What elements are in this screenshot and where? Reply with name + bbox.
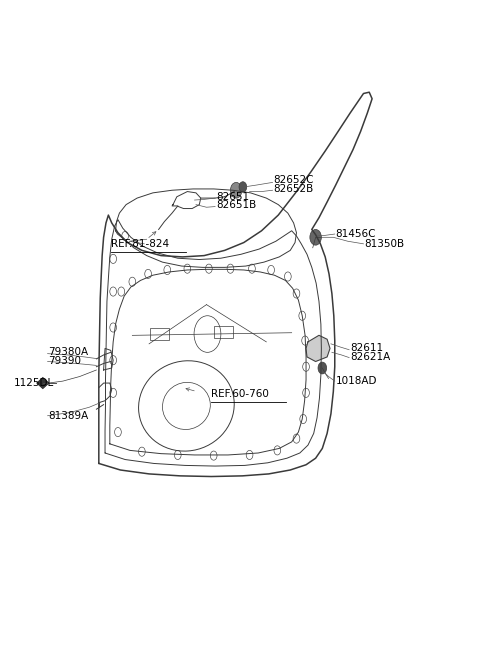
- Bar: [150, 328, 169, 340]
- Text: 81389A: 81389A: [48, 411, 89, 421]
- Text: 1125DL: 1125DL: [14, 378, 54, 388]
- Bar: [214, 326, 233, 338]
- Text: 79380A: 79380A: [48, 347, 89, 358]
- Text: 82652B: 82652B: [274, 184, 314, 194]
- Polygon shape: [37, 378, 48, 388]
- Text: 82651B: 82651B: [216, 200, 256, 210]
- Text: 82652C: 82652C: [274, 176, 314, 185]
- Text: 82651: 82651: [216, 192, 249, 202]
- Text: 79390: 79390: [48, 356, 82, 366]
- Polygon shape: [306, 335, 330, 362]
- Text: 1018AD: 1018AD: [336, 376, 377, 386]
- Text: 82621A: 82621A: [350, 352, 390, 362]
- Circle shape: [310, 229, 322, 245]
- Circle shape: [230, 182, 242, 198]
- Text: 81350B: 81350B: [364, 239, 405, 249]
- Text: 82611: 82611: [350, 343, 383, 354]
- Circle shape: [239, 181, 247, 192]
- Text: 81456C: 81456C: [336, 229, 376, 239]
- Text: REF.60-760: REF.60-760: [211, 389, 269, 399]
- Text: REF.81-824: REF.81-824: [111, 239, 169, 249]
- Circle shape: [318, 362, 326, 374]
